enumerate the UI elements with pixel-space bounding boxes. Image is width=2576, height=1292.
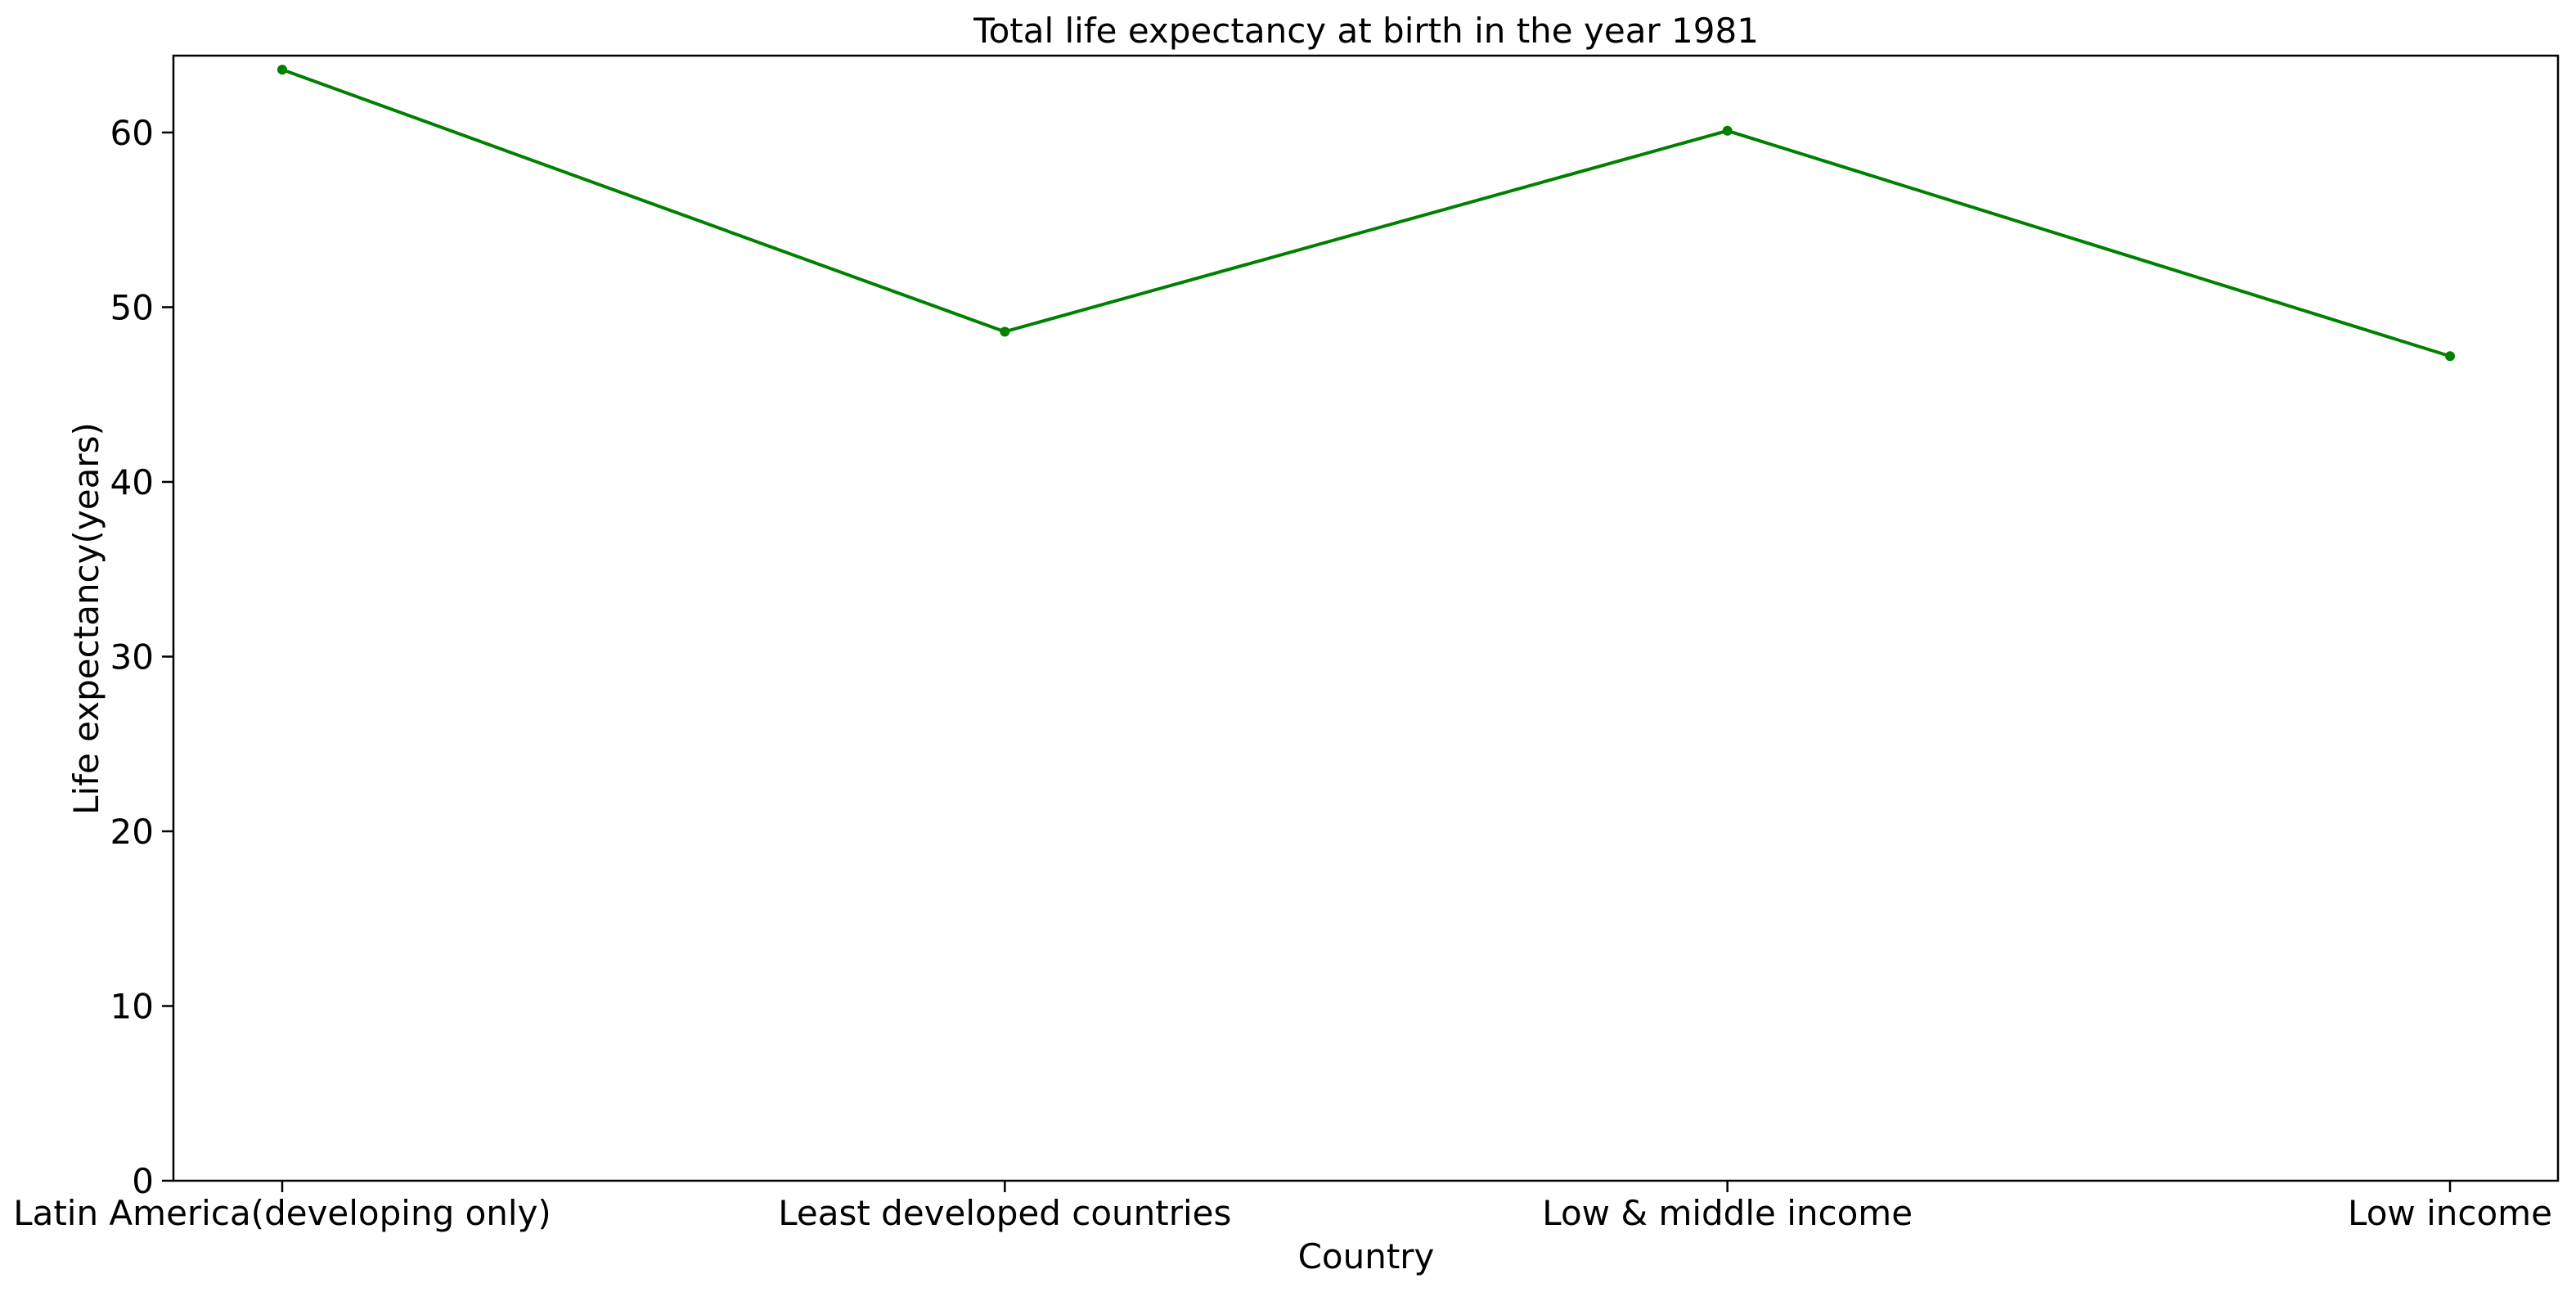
- y-axis: 0 10 20 30 40 50 60: [110, 113, 173, 1201]
- x-axis-label: Country: [1298, 1236, 1435, 1276]
- series-layer: [277, 65, 2455, 362]
- y-tick-label: 10: [110, 986, 154, 1026]
- x-tick-label: Low & middle income: [1542, 1193, 1913, 1233]
- chart-title: Total life expectancy at birth in the ye…: [973, 11, 1759, 51]
- data-point: [277, 65, 287, 75]
- plot-area-frame: [172, 54, 2560, 1182]
- x-tick-label: Latin America(developing only): [13, 1193, 551, 1233]
- y-tick-label: 40: [110, 462, 154, 502]
- series-line: [281, 68, 2451, 358]
- x-axis: Latin America(developing only) Least deve…: [13, 1181, 2552, 1233]
- y-tick-label: 20: [110, 812, 154, 852]
- y-tick-label: 60: [110, 113, 154, 153]
- data-point: [1000, 326, 1010, 337]
- y-tick-label: 50: [110, 287, 154, 327]
- x-tick-label: Low income: [2348, 1193, 2552, 1233]
- x-tick-label: Least developed countries: [778, 1193, 1231, 1233]
- y-tick-label: 30: [110, 637, 154, 677]
- y-axis-label: Life expectancy(years): [66, 422, 106, 815]
- y-tick-label: 0: [132, 1161, 154, 1201]
- data-point: [1722, 125, 1733, 136]
- data-point: [2445, 351, 2455, 362]
